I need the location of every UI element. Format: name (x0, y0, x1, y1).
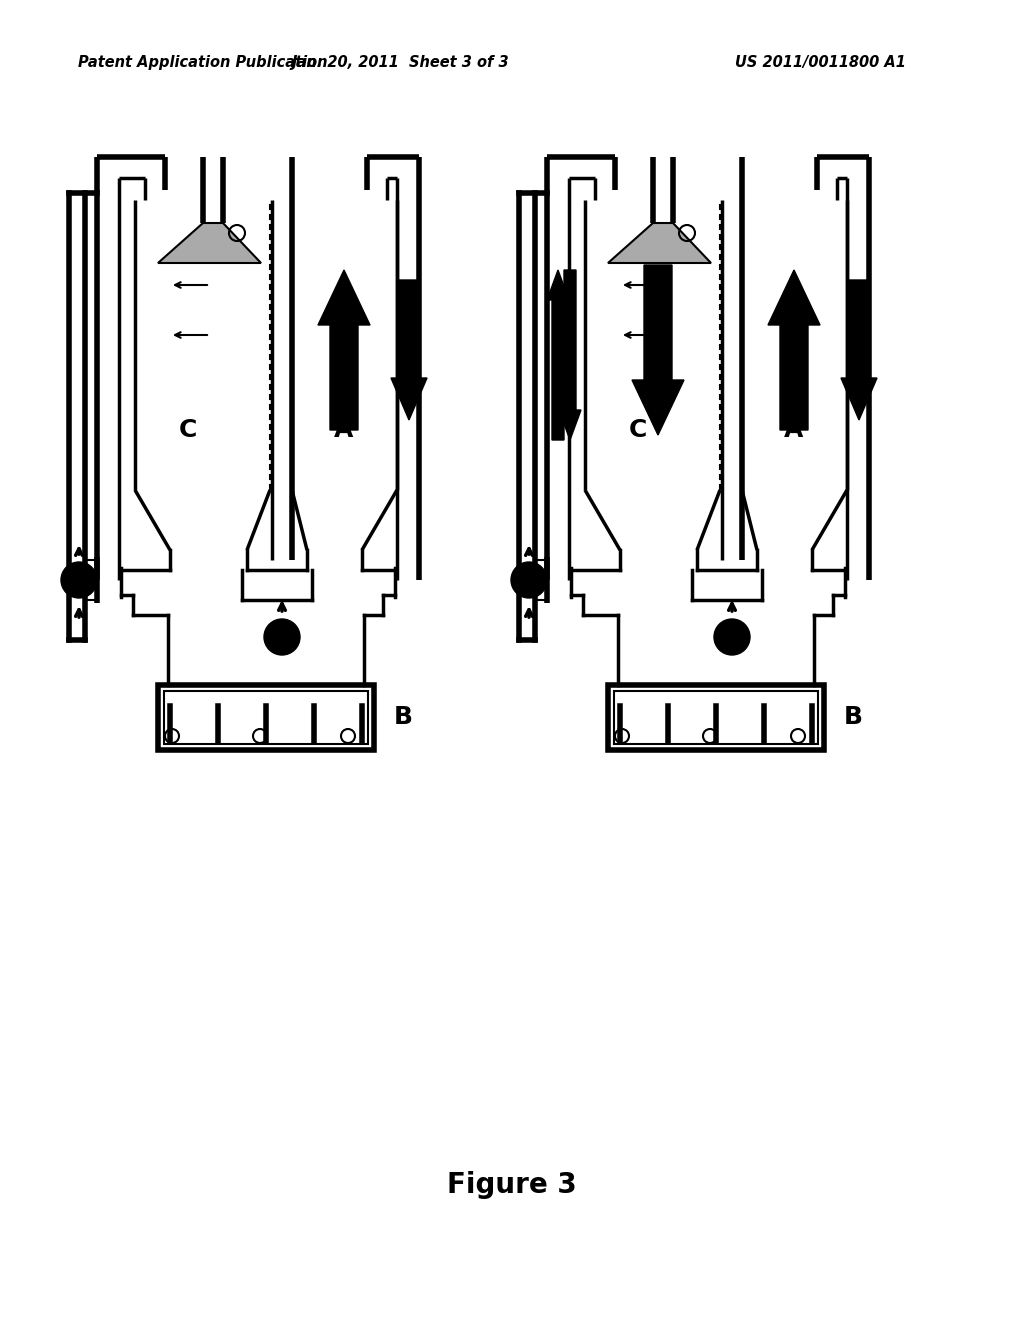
Text: B: B (394, 705, 413, 729)
Bar (164, 690, 368, 744)
Text: A: A (784, 418, 804, 442)
Bar (158, 685, 374, 750)
FancyArrow shape (547, 271, 569, 440)
Polygon shape (608, 223, 711, 263)
Circle shape (511, 562, 547, 598)
Circle shape (264, 619, 300, 655)
Circle shape (714, 619, 750, 655)
Bar (608, 685, 824, 750)
Text: US 2011/0011800 A1: US 2011/0011800 A1 (734, 55, 905, 70)
Text: A: A (334, 418, 353, 442)
Bar (614, 690, 818, 744)
Circle shape (61, 562, 97, 598)
Polygon shape (158, 223, 261, 263)
FancyArrow shape (318, 271, 370, 430)
FancyArrow shape (768, 271, 820, 430)
FancyArrow shape (559, 271, 581, 440)
Text: Patent Application Publication: Patent Application Publication (78, 55, 328, 70)
Text: B: B (844, 705, 863, 729)
FancyArrow shape (391, 280, 427, 420)
Text: Jan. 20, 2011  Sheet 3 of 3: Jan. 20, 2011 Sheet 3 of 3 (291, 55, 509, 70)
FancyArrow shape (841, 280, 877, 420)
Text: Figure 3: Figure 3 (447, 1171, 577, 1199)
Text: C: C (179, 418, 198, 442)
FancyArrow shape (632, 265, 684, 436)
Text: C: C (629, 418, 647, 442)
